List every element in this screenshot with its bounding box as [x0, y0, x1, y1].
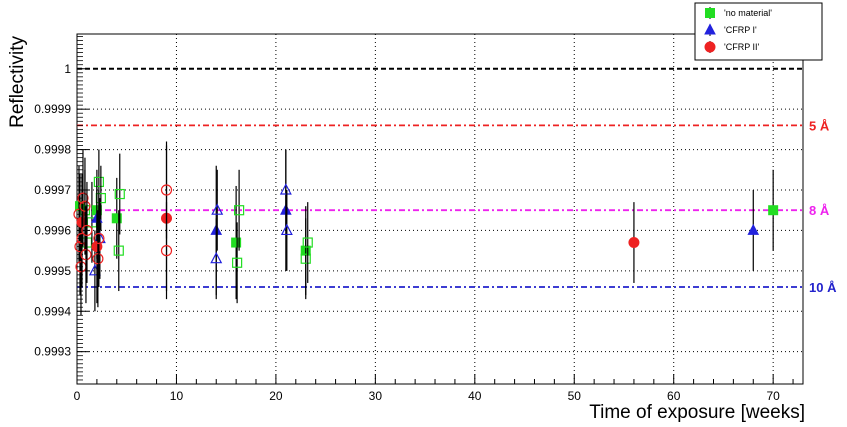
data-point-square: [234, 205, 245, 216]
data-point-square: [300, 253, 311, 264]
data-point-triangle: [210, 251, 223, 264]
x-tick-label: 40: [468, 389, 482, 403]
y-tick-label: 0.9993: [34, 345, 71, 359]
legend-label: 'CFRP I': [724, 25, 757, 35]
data-point-circle: [160, 245, 173, 257]
y-tick-label: 0.9997: [34, 183, 71, 197]
grid-lines: [77, 34, 803, 384]
data-point-circle: [628, 237, 640, 249]
data-point-square: [113, 245, 124, 256]
data-point-square: [231, 237, 242, 248]
plot-frame: [76, 33, 804, 385]
data-point-triangle: [747, 223, 760, 235]
y-tick-label: 0.9994: [34, 304, 71, 318]
legend-box: [694, 2, 823, 61]
legend-label: 'no material': [724, 8, 772, 18]
legend-marker-circle: [704, 41, 716, 53]
reference-line-label: 8 Å: [809, 203, 830, 218]
y-axis-title: Reflectivity: [7, 36, 28, 128]
y-tick-label: 0.9995: [34, 264, 71, 278]
reference-lines: 5 Å 8 Å 10 Å: [77, 67, 837, 295]
data-point-triangle: [280, 223, 293, 236]
x-tick-label: 30: [369, 389, 383, 403]
reference-line-label: 10 Å: [809, 280, 837, 295]
legend-label: 'CFRP II': [724, 42, 760, 52]
legend-marker-square: [705, 8, 715, 18]
data-point-square: [114, 188, 125, 200]
axis-ticks: 0 10 20 30 40 50 60 70 0.9993 0.9994 0.9995 0.9996 0…: [34, 36, 794, 403]
x-tick-label: 50: [568, 389, 582, 403]
y-tick-label: 0.9998: [34, 143, 71, 157]
data-point-square: [111, 213, 122, 224]
data-point-triangle: [211, 203, 224, 215]
data-point-triangle: [279, 183, 292, 195]
legend-marker-triangle: [704, 23, 716, 35]
x-tick-label: 60: [667, 389, 681, 403]
x-tick-label: 70: [766, 389, 780, 403]
data-point-square: [302, 237, 313, 248]
x-tick-label: 0: [74, 389, 81, 403]
reference-line-label: 5 Å: [809, 118, 830, 133]
data-point-square: [768, 205, 779, 216]
data-point-circle: [160, 184, 173, 196]
x-axis-title: Time of exposure [weeks]: [589, 402, 805, 423]
data-point-circle: [93, 232, 105, 245]
x-tick-label: 20: [269, 389, 283, 403]
x-tick-label: 10: [170, 389, 184, 403]
data-point-square: [93, 176, 104, 188]
data-point-circle: [79, 200, 91, 212]
legend: 'no material' 'CFRP I' 'CFRP II': [694, 2, 823, 61]
data-points: [73, 141, 779, 316]
data-point-circle: [81, 224, 93, 237]
data-point-square: [232, 257, 243, 268]
y-tick-label: 0.9999: [34, 102, 71, 116]
y-tick-label: 1: [64, 62, 71, 76]
y-tick-label: 0.9996: [34, 223, 71, 237]
data-point-circle: [92, 253, 104, 265]
data-point-circle: [80, 249, 92, 261]
data-point-circle: [77, 192, 89, 204]
